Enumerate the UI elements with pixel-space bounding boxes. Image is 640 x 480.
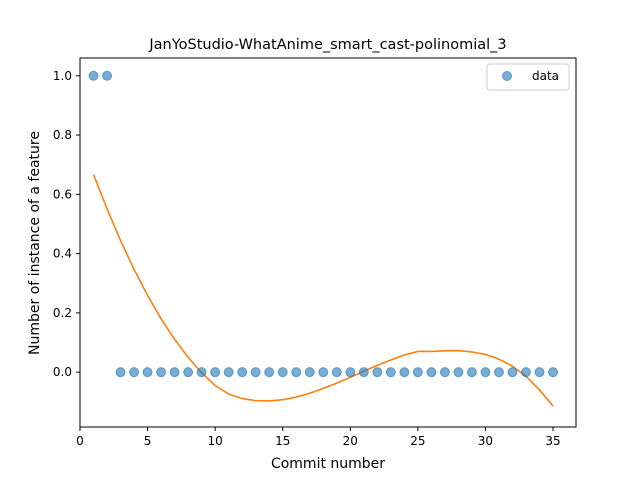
x-tick-label: 0 <box>76 434 84 448</box>
data-point <box>129 367 140 378</box>
data-point <box>534 367 545 378</box>
data-point <box>345 367 356 378</box>
data-point <box>480 367 491 378</box>
data-point <box>493 367 504 378</box>
data-point <box>507 367 518 378</box>
y-tick-label: 1.0 <box>53 69 72 83</box>
data-point <box>426 367 437 378</box>
y-tick-label: 0.6 <box>53 187 72 201</box>
y-tick-label: 0.8 <box>53 128 72 142</box>
data-point <box>237 367 248 378</box>
plot-area: 0 5 10 15 20 25 30 35 0.0 0.2 0.4 0.6 0.8 1.0 <box>53 57 577 448</box>
data-point <box>223 367 234 378</box>
axes-frame <box>79 57 577 428</box>
fit-line <box>92 174 554 407</box>
data-point <box>142 367 153 378</box>
data-point <box>250 367 261 378</box>
x-tick-label: 25 <box>410 434 425 448</box>
chart-title: JanYoStudio-WhatAnime_smart_cast-polinom… <box>148 37 506 53</box>
x-tick-label: 30 <box>478 434 493 448</box>
data-point <box>210 367 221 378</box>
data-point <box>548 367 559 378</box>
data-point <box>331 367 342 378</box>
y-tick-label: 0.0 <box>53 365 72 379</box>
data-point <box>291 367 302 378</box>
x-tick-label: 20 <box>343 434 358 448</box>
x-axis-label: Commit number <box>271 456 385 472</box>
x-tick-label: 5 <box>144 434 152 448</box>
legend-frame <box>486 63 570 91</box>
x-tick-label: 15 <box>275 434 290 448</box>
data-point <box>520 367 531 378</box>
data-point <box>453 367 464 378</box>
data-point <box>304 367 315 378</box>
data-point <box>196 367 207 378</box>
data-point <box>466 367 477 378</box>
y-axis-label: Number of instance of a feature <box>27 131 43 355</box>
data-point <box>372 367 383 378</box>
legend-marker-data <box>502 71 512 81</box>
legend: data <box>486 63 570 91</box>
data-point <box>264 367 275 378</box>
data-point <box>412 367 423 378</box>
data-point <box>439 367 450 378</box>
x-tick-label: 10 <box>208 434 223 448</box>
data-point <box>399 367 410 378</box>
y-tick-label: 0.2 <box>53 306 72 320</box>
data-point <box>156 367 167 378</box>
x-tick-label: 35 <box>545 434 560 448</box>
data-point <box>88 70 99 81</box>
y-tick-label: 0.4 <box>53 247 72 261</box>
data-point <box>169 367 180 378</box>
legend-label-data: data <box>532 69 559 83</box>
data-point <box>277 367 288 378</box>
data-point <box>115 367 126 378</box>
data-point <box>358 367 369 378</box>
data-point <box>183 367 194 378</box>
data-point <box>385 367 396 378</box>
data-point <box>102 70 113 81</box>
data-point <box>318 367 329 378</box>
